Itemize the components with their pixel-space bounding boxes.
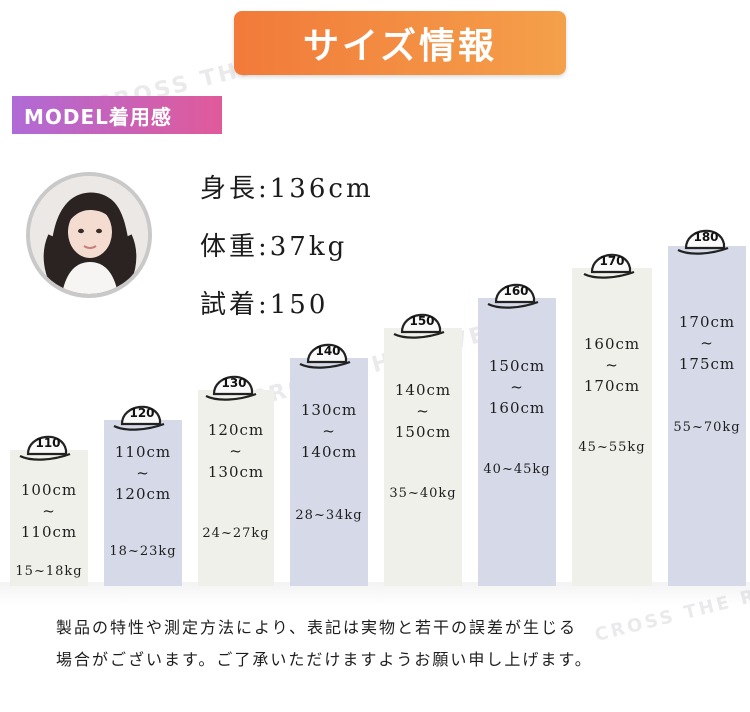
size-column-110: 100cm ~ 110cm 15~18kg (10, 450, 88, 586)
cap-size-label: 170 (599, 254, 624, 268)
model-height: 身長:136cm (200, 174, 374, 204)
floor-shadow (0, 582, 750, 606)
height-range-to: 170cm (583, 377, 641, 395)
model-tried-size: 試着:150 (200, 290, 329, 320)
cap-size-label: 150 (409, 314, 434, 328)
disclaimer-notes: 製品の特性や測定方法により、表記は実物と若干の誤差が生じる 場合がございます。ご… (56, 612, 593, 676)
height-range-to: 175cm (678, 355, 736, 373)
cap-icon-160: 160 (487, 283, 539, 309)
cap-size-label: 160 (503, 284, 528, 298)
height-range-to: 110cm (20, 523, 78, 541)
height-range-to: 130cm (207, 463, 265, 481)
height-range-tilde: ~ (42, 502, 56, 520)
disclaimer-line-2: 場合がございます。ご了承いただけますようお願い申し上げます。 (56, 650, 593, 669)
weight-range: 28~34kg (295, 508, 363, 523)
cap-size-label: 110 (35, 436, 60, 450)
height-range-from: 110cm (114, 443, 172, 461)
model-portrait-image (30, 176, 148, 294)
height-range-to: 140cm (300, 443, 358, 461)
height-range-tilde: ~ (700, 334, 714, 352)
cap-icon-170: 170 (583, 253, 635, 279)
size-column-180: 170cm ~ 175cm 55~70kg (668, 246, 746, 586)
cap-size-label: 140 (315, 344, 340, 358)
height-range-tilde: ~ (510, 378, 524, 396)
cap-icon-120: 120 (113, 405, 165, 431)
model-weight: 体重:37kg (200, 232, 348, 262)
height-range-tilde: ~ (322, 422, 336, 440)
size-column-140: 130cm ~ 140cm 28~34kg (290, 358, 368, 586)
height-range-from: 170cm (678, 313, 736, 331)
weight-range: 55~70kg (673, 420, 741, 435)
weight-range: 15~18kg (15, 564, 83, 579)
height-range-from: 160cm (583, 335, 641, 353)
height-range-from: 120cm (207, 421, 265, 439)
size-column-130: 120cm ~ 130cm 24~27kg (198, 390, 274, 586)
weight-range: 24~27kg (202, 526, 270, 541)
size-column-120: 110cm ~ 120cm 18~23kg (104, 420, 182, 586)
height-range-to: 150cm (394, 423, 452, 441)
size-column-170: 160cm ~ 170cm 45~55kg (572, 268, 652, 586)
height-range-tilde: ~ (605, 356, 619, 374)
cap-icon-180: 180 (677, 229, 729, 255)
height-range-tilde: ~ (229, 442, 243, 460)
height-range-to: 160cm (488, 399, 546, 417)
model-fit-tag: MODEL着用感 (12, 96, 222, 134)
height-range-tilde: ~ (416, 402, 430, 420)
height-range-tilde: ~ (136, 464, 150, 482)
height-range-to: 120cm (114, 485, 172, 503)
cap-size-label: 120 (129, 406, 154, 420)
weight-range: 45~55kg (578, 440, 646, 455)
size-column-160: 150cm ~ 160cm 40~45kg (478, 298, 556, 586)
height-range-from: 130cm (300, 401, 358, 419)
watermark-middle: CROSS THE RIVER (247, 315, 510, 414)
cap-icon-110: 110 (19, 435, 71, 461)
weight-range: 18~23kg (109, 544, 177, 559)
cap-icon-140: 140 (299, 343, 351, 369)
height-range-from: 100cm (20, 481, 78, 499)
size-column-150: 140cm ~ 150cm 35~40kg (384, 328, 462, 586)
weight-range: 40~45kg (483, 462, 551, 477)
cap-size-label: 180 (693, 230, 718, 244)
height-range-from: 140cm (394, 381, 452, 399)
cap-size-label: 130 (221, 376, 246, 390)
disclaimer-line-1: 製品の特性や測定方法により、表記は実物と若干の誤差が生じる (56, 618, 578, 637)
weight-range: 35~40kg (389, 486, 457, 501)
height-range-from: 150cm (488, 357, 546, 375)
cap-icon-150: 150 (393, 313, 445, 339)
size-info-banner: サイズ情報 (234, 11, 566, 75)
cap-icon-130: 130 (205, 375, 257, 401)
model-avatar (26, 172, 152, 298)
